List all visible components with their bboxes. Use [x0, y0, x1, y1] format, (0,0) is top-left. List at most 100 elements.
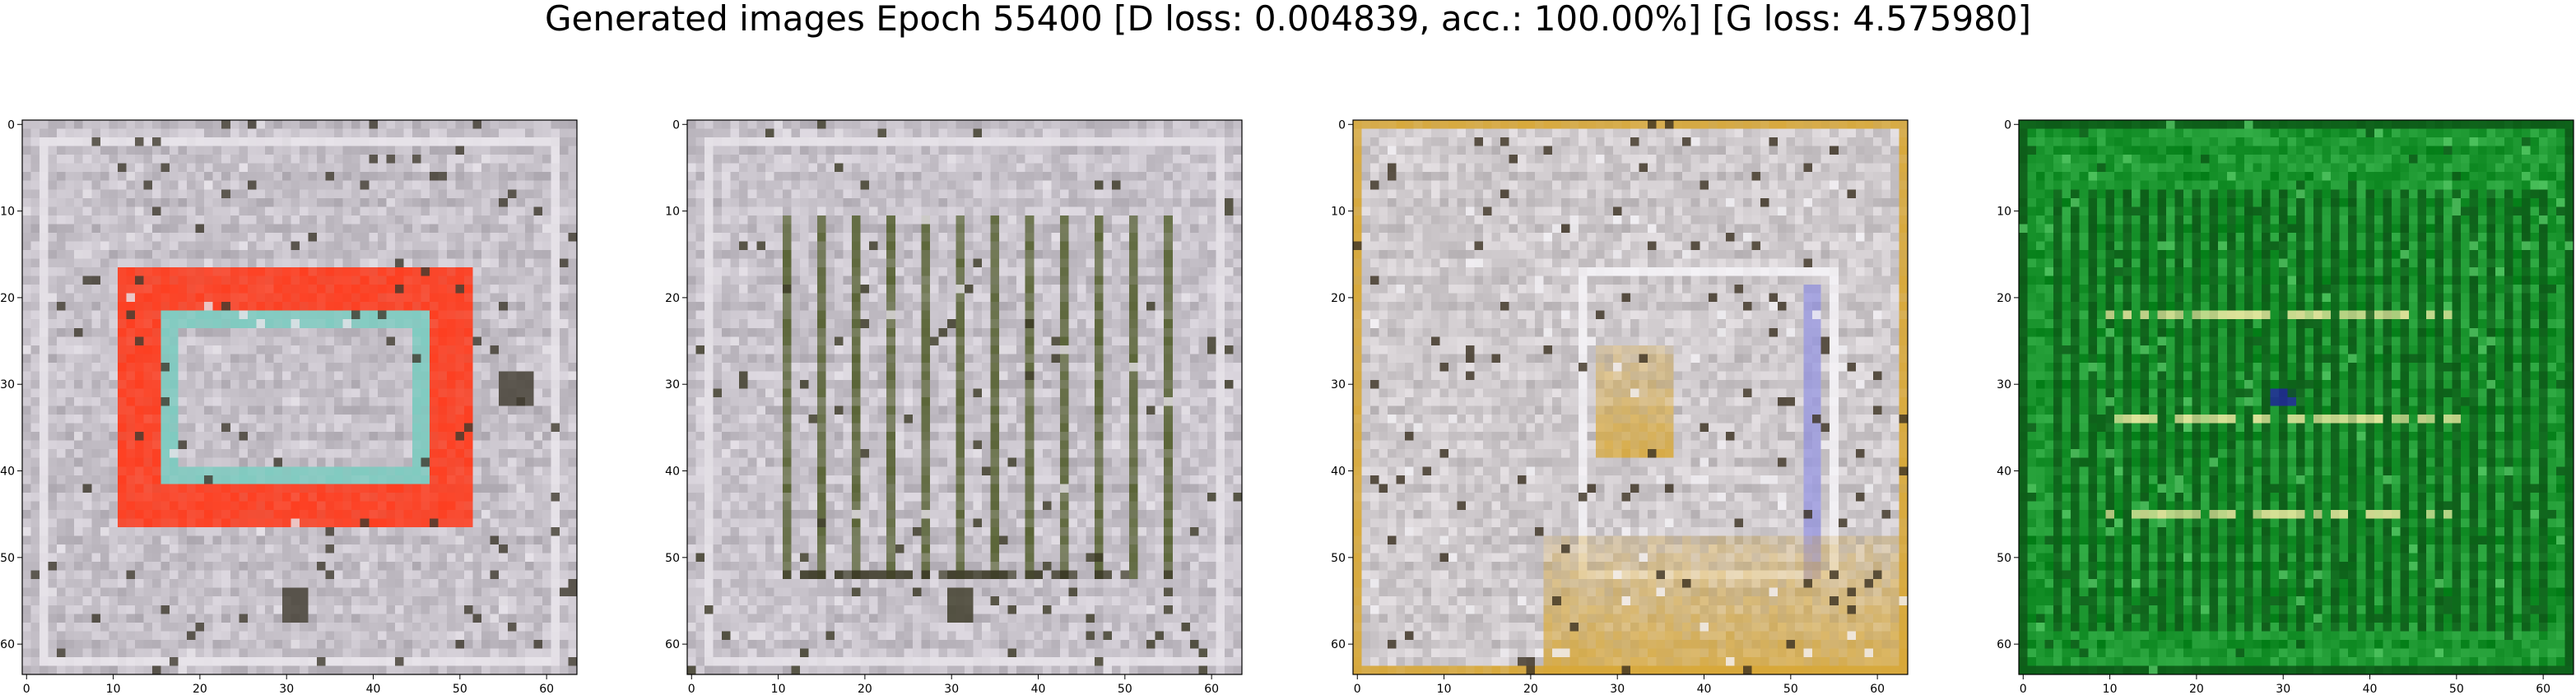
- heatmap-cell: [542, 440, 552, 450]
- heatmap-cell: [256, 648, 266, 658]
- heatmap-cell: [429, 605, 439, 614]
- heatmap-cell: [1146, 189, 1156, 199]
- heatmap-cell: [351, 120, 361, 130]
- heatmap-cell: [507, 562, 517, 572]
- heatmap-cell: [516, 501, 526, 511]
- heatmap-cell: [178, 614, 188, 623]
- heatmap-cell: [369, 553, 379, 563]
- heatmap-cell: [126, 518, 136, 528]
- heatmap-cell: [1051, 224, 1061, 234]
- heatmap-cell: [300, 354, 309, 364]
- heatmap-cell: [394, 285, 404, 294]
- heatmap-cell: [273, 172, 283, 182]
- heatmap-cell: [317, 415, 327, 424]
- heatmap-cell: [170, 293, 179, 303]
- heatmap-cell: [799, 224, 810, 234]
- heatmap-cell: [57, 579, 67, 589]
- heatmap-cell: [507, 484, 517, 493]
- heatmap-cell: [403, 553, 413, 563]
- heatmap-cell: [369, 241, 379, 251]
- heatmap-cell: [308, 656, 318, 667]
- heatmap-cell: [1129, 137, 1139, 147]
- heatmap-cell: [264, 405, 275, 415]
- heatmap-cell: [1051, 146, 1061, 155]
- heatmap-cell: [187, 570, 197, 580]
- heatmap-cell: [464, 397, 474, 407]
- heatmap-cell: [1076, 172, 1087, 182]
- heatmap-cell: [264, 423, 275, 433]
- heatmap-cell: [300, 310, 309, 320]
- heatmap-cell: [472, 440, 482, 450]
- heatmap-cell: [1007, 163, 1017, 173]
- heatmap-cell: [464, 596, 474, 606]
- heatmap-cell: [300, 146, 309, 155]
- heatmap-cell: [946, 146, 957, 155]
- heatmap-cell: [187, 155, 197, 164]
- heatmap-cell: [212, 648, 222, 658]
- heatmap-cell: [317, 249, 327, 260]
- heatmap-cell: [394, 388, 404, 398]
- heatmap-cell: [369, 415, 379, 424]
- heatmap-cell: [447, 423, 457, 433]
- heatmap-cell: [334, 155, 344, 164]
- heatmap-cell: [394, 562, 404, 572]
- heatmap-cell: [212, 155, 222, 164]
- heatmap-cell: [143, 449, 153, 459]
- heatmap-cell: [412, 232, 422, 243]
- heatmap-cell: [195, 388, 205, 398]
- heatmap-cell: [151, 492, 162, 502]
- heatmap-cell: [1086, 197, 1095, 207]
- heatmap-cell: [291, 293, 300, 303]
- heatmap-cell: [507, 267, 517, 277]
- heatmap-cell: [351, 276, 361, 285]
- heatmap-cell: [300, 163, 309, 173]
- heatmap-cell: [247, 449, 257, 459]
- heatmap-cell: [1155, 146, 1165, 155]
- heatmap-cell: [1025, 163, 1035, 173]
- heatmap-cell: [507, 371, 517, 381]
- heatmap-cell: [342, 310, 352, 320]
- heatmap-cell: [134, 388, 145, 398]
- heatmap-cell: [273, 224, 283, 234]
- heatmap-cell: [178, 388, 188, 398]
- heatmap-cell: [195, 319, 205, 329]
- heatmap-cell: [1224, 189, 1235, 199]
- heatmap-cell: [895, 180, 904, 190]
- heatmap-cell: [334, 614, 344, 623]
- heatmap-cell: [1216, 146, 1225, 155]
- heatmap-cell: [429, 405, 439, 415]
- heatmap-cell: [1051, 128, 1061, 138]
- heatmap-cell: [490, 656, 500, 667]
- heatmap-cell: [533, 345, 543, 354]
- heatmap-cell: [187, 327, 197, 337]
- heatmap-cell: [386, 562, 396, 572]
- heatmap-cell: [559, 665, 570, 675]
- heatmap-cell: [143, 475, 153, 484]
- heatmap-cell: [170, 466, 179, 476]
- heatmap-cell: [308, 128, 318, 138]
- heatmap-cell: [325, 631, 335, 641]
- heatmap-cell: [22, 457, 32, 467]
- heatmap-cell: [264, 432, 275, 442]
- heatmap-cell: [542, 475, 552, 484]
- heatmap-cell: [74, 405, 84, 415]
- heatmap-cell: [559, 648, 570, 658]
- heatmap-cell: [134, 354, 145, 364]
- heatmap-cell: [57, 509, 67, 520]
- heatmap-cell: [722, 172, 732, 182]
- heatmap-cell: [334, 327, 344, 337]
- heatmap-cell: [117, 501, 127, 511]
- heatmap-cell: [447, 285, 457, 294]
- heatmap-cell: [134, 579, 145, 589]
- heatmap-cell: [264, 415, 275, 424]
- heatmap-cell: [308, 146, 318, 155]
- heatmap-cell: [394, 224, 404, 234]
- heatmap-cell: [808, 163, 818, 173]
- heatmap-cell: [568, 128, 578, 138]
- heatmap-cell: [187, 137, 197, 147]
- heatmap-cell: [325, 327, 335, 337]
- heatmap-cell: [40, 605, 49, 614]
- heatmap-cell: [360, 155, 370, 164]
- heatmap-cell: [421, 622, 430, 632]
- heatmap-cell: [325, 526, 335, 537]
